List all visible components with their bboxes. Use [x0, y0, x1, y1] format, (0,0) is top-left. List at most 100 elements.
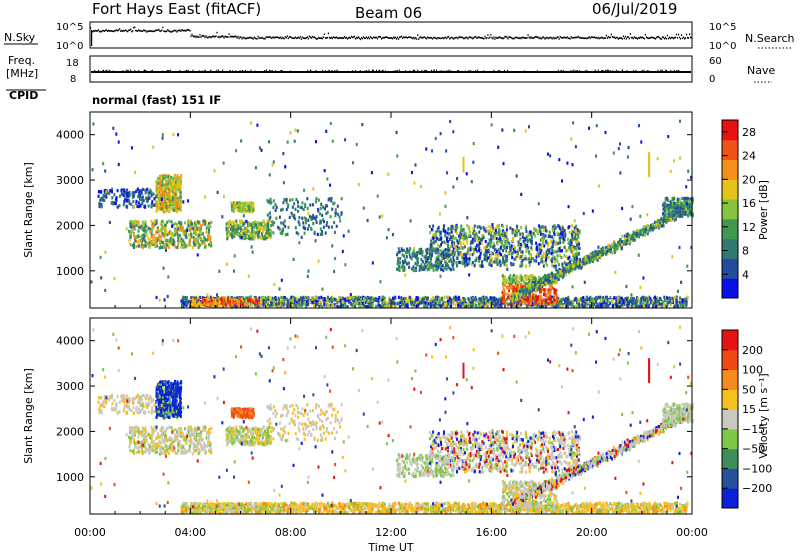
- freq-point: [229, 70, 231, 73]
- power-cell: [657, 299, 660, 303]
- power-cell: [605, 302, 608, 306]
- power-cell: [387, 303, 390, 308]
- power-cell: [448, 232, 451, 236]
- nsky-point: [538, 37, 540, 40]
- power-cell: [380, 305, 383, 309]
- freq-point: [483, 70, 485, 73]
- nsky-point: [646, 37, 649, 39]
- nsky-point: [616, 36, 618, 39]
- nsky-point: [452, 37, 454, 39]
- power-cell: [519, 298, 522, 303]
- power-cell: [313, 296, 316, 300]
- freq-label: Freq.: [8, 54, 35, 67]
- power-cell: [655, 222, 658, 226]
- nsky-point: [106, 29, 108, 31]
- power-cell: [584, 298, 587, 302]
- power-cell: [306, 296, 309, 300]
- power-cell: [351, 298, 354, 303]
- freq-point: [307, 69, 309, 72]
- power-cell: [672, 299, 675, 303]
- nsky-point: [355, 36, 358, 39]
- freq-point: [280, 69, 282, 72]
- power-cell: [509, 226, 512, 230]
- power-cell: [450, 298, 453, 302]
- nsky-point: [218, 35, 220, 38]
- power-cell: [538, 224, 541, 228]
- power-cell: [460, 302, 463, 306]
- nsky-strip: N.Sky 10^5 10^0 10^5 10^0 N.Search: [4, 21, 795, 52]
- power-cell: [571, 246, 574, 250]
- nsky-point: [303, 37, 305, 40]
- nsky-point: [572, 37, 574, 39]
- power-cell: [210, 305, 213, 309]
- power-cell: [557, 263, 560, 267]
- nsky-point: [383, 36, 386, 39]
- freq-point: [385, 70, 387, 73]
- freq-point: [607, 69, 609, 72]
- nsky-point: [280, 37, 282, 40]
- freq-point: [507, 69, 509, 72]
- power-cell: [647, 304, 650, 308]
- power-cell: [520, 303, 523, 307]
- power-cell: [431, 300, 434, 304]
- freq-point: [587, 70, 589, 73]
- power-cell: [359, 296, 362, 300]
- nsky-point: [615, 36, 617, 39]
- freq-point: [351, 70, 353, 73]
- power-cell: [452, 302, 455, 306]
- nsky-point: [140, 29, 142, 32]
- nsky-point: [662, 36, 665, 39]
- power-cell: [233, 297, 236, 301]
- nsky-point: [211, 36, 213, 38]
- nsky-point: [601, 36, 603, 39]
- freq-point: [134, 70, 136, 73]
- power-cell: [532, 300, 535, 304]
- nsky-point: [497, 37, 499, 39]
- power-cell: [298, 303, 301, 308]
- power-cell: [435, 304, 438, 308]
- power-cell: [486, 256, 489, 260]
- nsky-point: [359, 38, 362, 41]
- power-cell: [326, 304, 329, 308]
- nsky-point: [425, 37, 427, 39]
- nsky-point: [347, 37, 350, 39]
- nsky-point: [204, 36, 206, 39]
- nsky-point: [487, 34, 489, 36]
- power-cell: [620, 240, 623, 244]
- nsky-point: [116, 29, 118, 31]
- power-cell: [227, 297, 230, 301]
- nsky-point: [571, 37, 573, 39]
- nsky-point: [553, 37, 555, 40]
- nsky-point: [455, 36, 457, 39]
- power-cell: [533, 280, 536, 284]
- power-cell: [678, 304, 681, 308]
- power-cell: [563, 298, 566, 302]
- power-cell: [658, 302, 661, 306]
- nsky-point: [642, 37, 645, 39]
- nsky-point: [223, 36, 225, 39]
- power-cell: [474, 304, 477, 308]
- nsky-point: [672, 37, 675, 40]
- power-cell: [183, 301, 186, 306]
- power-cell: [274, 295, 277, 300]
- power-cell: [367, 299, 370, 303]
- power-cell: [295, 300, 298, 304]
- power-cell: [314, 299, 317, 303]
- freq-point: [470, 70, 472, 73]
- nsky-point: [576, 36, 578, 39]
- power-cell: [560, 301, 563, 305]
- nsky-point: [285, 36, 287, 39]
- power-cell: [228, 303, 231, 307]
- power-cell: [338, 296, 341, 300]
- power-cell: [571, 224, 574, 228]
- power-cell: [640, 299, 643, 304]
- power-cell: [469, 300, 472, 305]
- nsky-point: [186, 29, 188, 31]
- nsky-point: [286, 35, 288, 37]
- power-cell: [548, 275, 551, 279]
- power-cell: [505, 297, 508, 301]
- power-cell: [542, 304, 545, 308]
- nsky-point: [489, 36, 491, 39]
- nsky-point: [301, 36, 303, 39]
- power-cell: [499, 229, 502, 233]
